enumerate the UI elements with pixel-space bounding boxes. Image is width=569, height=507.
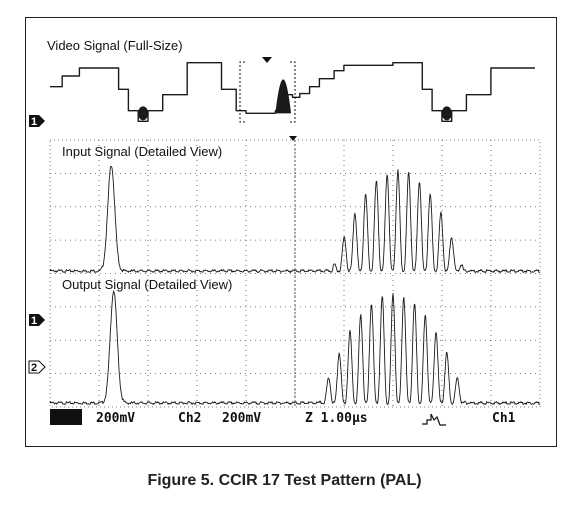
ch2-marker-label: 2 (31, 362, 37, 374)
video-colorburst-blob (138, 106, 149, 121)
trigger-source: Ch1 (492, 411, 516, 426)
ch2-label: Ch2 (178, 411, 201, 426)
output-signal-trace (49, 290, 541, 405)
trigger-point-icon (289, 136, 297, 141)
figure-caption: Figure 5. CCIR 17 Test Pattern (PAL) (147, 472, 422, 489)
ch1-marker-top-label: 1 (31, 116, 37, 128)
video-colorburst-blob (441, 106, 452, 121)
input-panel-title: Input Signal (Detailed View) (62, 144, 222, 159)
traces (49, 62, 541, 405)
trigger-edge-icon (422, 413, 446, 426)
ch1-marker-bottom-label: 1 (31, 315, 37, 327)
input-signal-trace (49, 166, 541, 273)
ch1-badge: Ch1 (53, 411, 77, 426)
video-panel-title: Video Signal (Full-Size) (47, 38, 183, 53)
trigger-position-icon (262, 57, 272, 63)
ch1-scale: 200mV (96, 411, 135, 426)
detail-graticule-border (49, 139, 541, 408)
timebase-readout: Z 1.00µs (305, 411, 368, 426)
ch1-marker-top: 1 (29, 115, 45, 128)
video-zoomed-burst (275, 79, 292, 114)
oscilloscope-frame (25, 17, 557, 447)
ch2-scale: 200mV (222, 411, 261, 426)
ch1-marker-bottom: 1 (29, 314, 45, 327)
graticule (49, 139, 541, 408)
ch1-badge-bg (50, 409, 82, 425)
ch2-marker: 2 (28, 360, 46, 374)
video-signal-trace (50, 62, 535, 122)
output-panel-title: Output Signal (Detailed View) (62, 277, 232, 292)
